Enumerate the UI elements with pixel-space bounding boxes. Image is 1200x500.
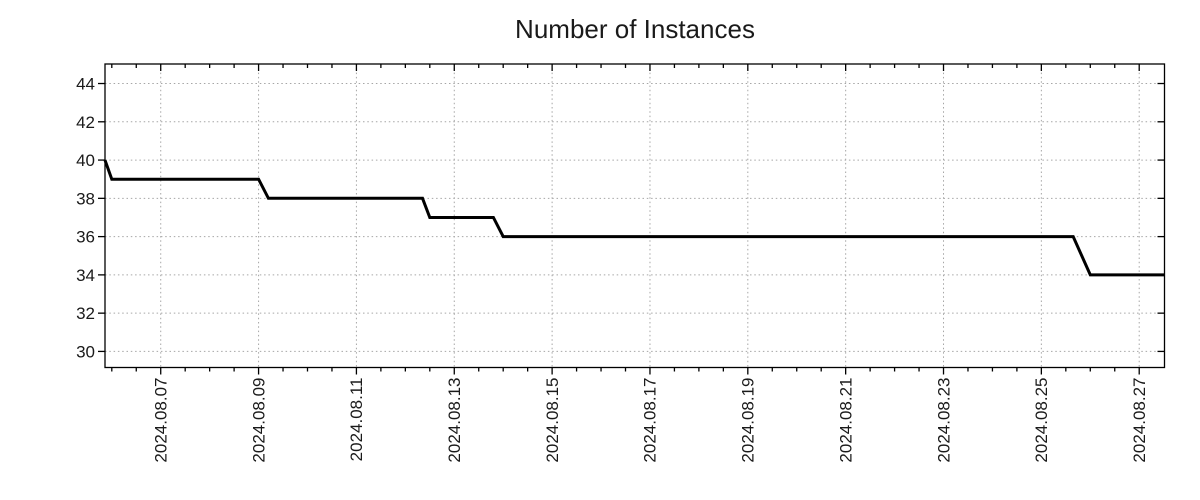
x-tick-label: 2024.08.13 [445,378,464,463]
x-tick-label: 2024.08.23 [934,378,953,463]
y-tick-label: 38 [76,189,95,208]
x-tick-label: 2024.08.27 [1130,378,1149,463]
y-tick-label: 42 [76,113,95,132]
x-tick-label: 2024.08.17 [641,378,660,463]
x-tick-label: 2024.08.21 [836,378,855,463]
y-tick-label: 30 [76,342,95,361]
grid-lines [105,64,1165,368]
y-tick-label: 32 [76,304,95,323]
y-tick-label: 36 [76,228,95,247]
plot-border [104,63,1166,369]
y-tick-label: 34 [76,266,95,285]
y-tick-label: 40 [76,151,95,170]
data-series [103,159,1165,277]
x-tick-label: 2024.08.07 [152,378,171,463]
axis-labels: 2024.08.07 2024.08.09 2024.08.11 2024.08.13… [76,75,1149,463]
x-tick-label: 2024.08.11 [347,378,366,462]
series-line [103,159,1165,277]
x-tick-label: 2024.08.15 [543,378,562,463]
x-tick-label: 2024.08.09 [249,378,268,463]
axis-ticks [98,64,1165,375]
x-tick-label: 2024.08.19 [739,378,758,463]
chart-title: Number of Instances [515,14,755,44]
x-tick-label: 2024.08.25 [1032,378,1051,463]
y-tick-label: 44 [76,75,95,94]
